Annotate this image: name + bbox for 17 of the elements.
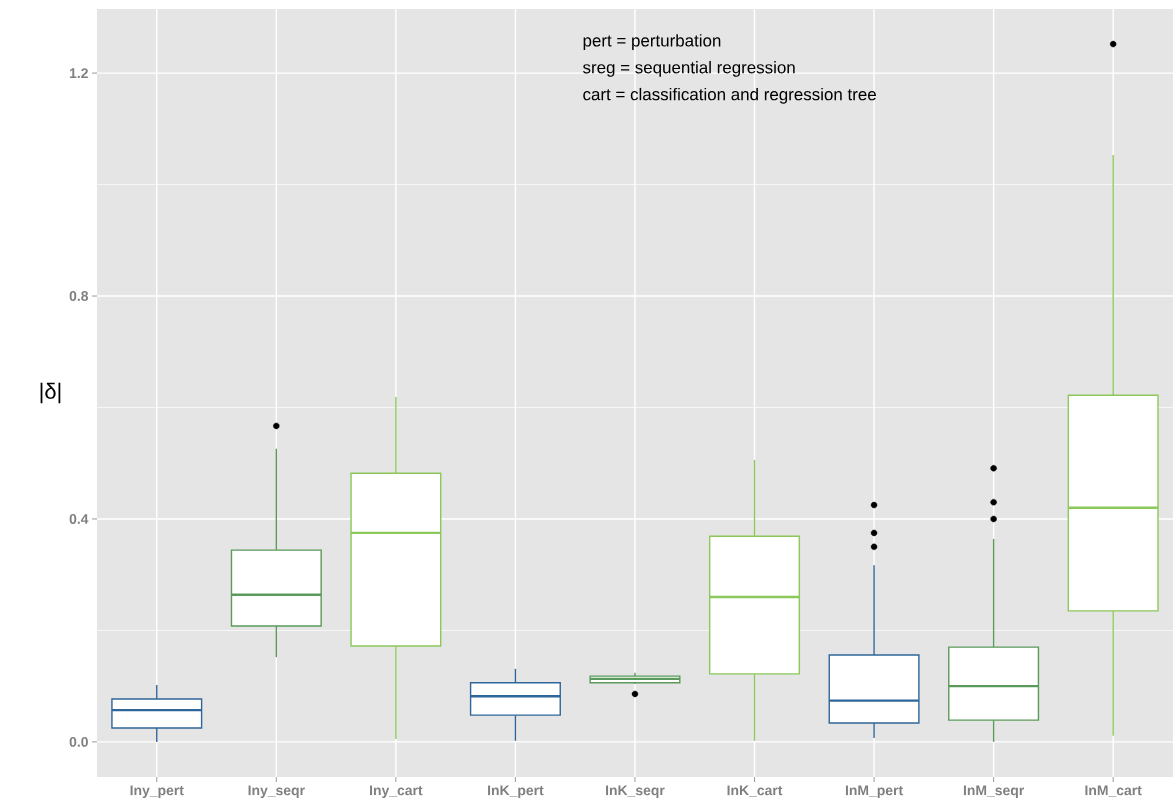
y-tick-label: 1.2 (69, 68, 88, 78)
x-tick-label: Iny_cart (370, 785, 423, 799)
annotation: pert = perturbation (583, 34, 721, 50)
x-tick-label: InM_cart (1085, 785, 1142, 797)
x-tick-label: InM_pert (845, 785, 903, 799)
x-tick-label: InK_cart (727, 785, 783, 797)
y-tick-label: 0.4 (69, 514, 89, 524)
x-tick-label: Iny_seqr (248, 785, 305, 799)
y-tick-label: 0.8 (69, 291, 89, 301)
y-axis-title: |δ| (40, 382, 61, 404)
x-tick-label: InK_seqr (606, 785, 665, 799)
x-tick-label: InK_pert (488, 785, 544, 799)
x-tick-label: Iny_pert (130, 785, 184, 799)
annotation: cart = classification and regression tree (583, 87, 876, 104)
annotation: sreg = sequential regression (583, 61, 795, 77)
x-tick-label: InM_seqr (963, 785, 1025, 799)
y-tick-label: 0.0 (69, 736, 88, 747)
